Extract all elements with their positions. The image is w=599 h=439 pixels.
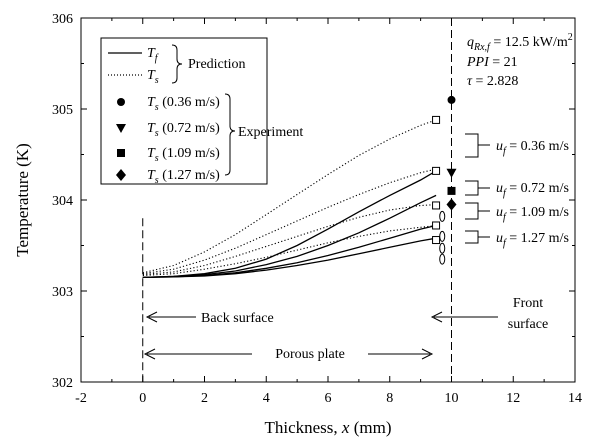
legend-tf-label: Tf: [147, 46, 159, 64]
legend-marker-triangle: [116, 124, 126, 133]
velocity-bracket-072: [465, 180, 490, 196]
param-ppi: PPI = 21: [466, 55, 518, 70]
param-q: qRx,f = 12.5 kW/m2: [467, 32, 573, 53]
porous-plate-arrowhead-left: [143, 348, 156, 360]
markers-layer: [432, 95, 457, 265]
x-tick-label: -2: [75, 391, 87, 406]
front-surface-label-2: surface: [508, 317, 548, 332]
x-tick-label: 0: [139, 391, 146, 406]
x-axis-title: Thickness, x (mm): [264, 418, 391, 437]
ellipse-marker: [439, 253, 446, 265]
legend-experiment-label: Experiment: [238, 125, 303, 140]
velocity-label-109: uf = 1.09 m/s: [496, 205, 569, 223]
series-Ts-0.36: [142, 119, 437, 274]
legend-marker-square: [117, 149, 125, 157]
velocity-bracket-127: [465, 230, 490, 244]
legend-exp-label-072: Ts (0.72 m/s): [147, 121, 220, 139]
x-tick-label: 12: [506, 391, 520, 406]
experiment-point-0.36: [447, 95, 456, 104]
param-tau: τ = 2.828: [467, 74, 518, 89]
velocity-bracket-109: [465, 202, 490, 220]
y-tick-label: 303: [52, 285, 73, 300]
legend-prediction-label: Prediction: [188, 57, 246, 72]
legend-prediction-brace: [171, 44, 183, 84]
x-tick-label: 14: [568, 391, 582, 406]
series-Tf-0.36: [142, 170, 437, 279]
back-surface-label: Back surface: [201, 311, 274, 326]
back-surface-arrowhead: [145, 311, 158, 323]
series-Ts-0.72: [142, 168, 437, 275]
legend-marker-circle: [117, 98, 125, 106]
front-surface-arrowhead: [430, 311, 443, 323]
velocity-label-036: uf = 0.36 m/s: [496, 139, 569, 157]
x-tick-label: 6: [325, 391, 332, 406]
open-square-marker: [432, 115, 441, 124]
velocity-label-072: uf = 0.72 m/s: [496, 181, 569, 199]
y-tick-label: 302: [52, 376, 73, 391]
velocity-labels: uf = 0.36 m/s uf = 0.72 m/s uf = 1.09 m/…: [465, 133, 569, 249]
series-Tf-1.27: [142, 237, 437, 279]
legend-exp-label-036: Ts (0.36 m/s): [147, 95, 220, 113]
experiment-point-0.72: [446, 168, 457, 178]
legend-exp-label-127: Ts (1.27 m/s): [147, 168, 220, 186]
x-tick-label: 8: [386, 391, 393, 406]
surface-annotations: Back surface Front surface Porous plate: [143, 296, 548, 362]
experiment-point-1.09: [447, 186, 456, 195]
y-axis-title: Temperature (K): [13, 143, 32, 257]
x-tick-label: 10: [445, 391, 459, 406]
y-tick-label: 304: [52, 194, 73, 209]
series-layer: [142, 119, 437, 279]
legend-exp-label-109: Ts (1.09 m/s): [147, 146, 220, 164]
experiment-point-1.27: [446, 198, 457, 211]
legend-marker-diamond: [116, 169, 126, 181]
series-Tf-0.72: [142, 194, 437, 279]
velocity-label-127: uf = 1.27 m/s: [496, 231, 569, 249]
legend-box: [100, 37, 268, 185]
parameter-block: qRx,f = 12.5 kW/m2 PPI = 21 τ = 2.828: [466, 32, 573, 89]
front-surface-label-1: Front: [513, 296, 543, 311]
open-square-marker: [432, 166, 441, 175]
series-Ts-1.09: [142, 204, 437, 276]
ellipse-marker: [439, 210, 446, 222]
velocity-bracket-036: [465, 133, 490, 158]
open-square-marker: [432, 221, 441, 230]
open-square-marker: [432, 236, 441, 245]
series-Ts-1.27: [142, 224, 437, 277]
porous-plate-arrowhead-right: [421, 348, 434, 360]
ellipse-marker: [439, 242, 446, 254]
y-tick-label: 306: [52, 12, 73, 27]
y-tick-label: 305: [52, 103, 73, 118]
x-tick-label: 4: [263, 391, 270, 406]
legend-ts-label: Ts: [147, 68, 159, 86]
porous-plate-label: Porous plate: [275, 347, 345, 362]
legend: Tf Ts Prediction Ts (0.36 m/s) Ts (0.72 …: [100, 37, 303, 186]
ellipse-marker: [439, 230, 446, 242]
open-square-marker: [432, 201, 441, 210]
legend-experiment-brace: [224, 93, 236, 176]
x-tick-label: 2: [201, 391, 208, 406]
ticks-layer: -2 0 2 4 6 8 10 12 14 302 303 304 305 306: [52, 12, 582, 406]
